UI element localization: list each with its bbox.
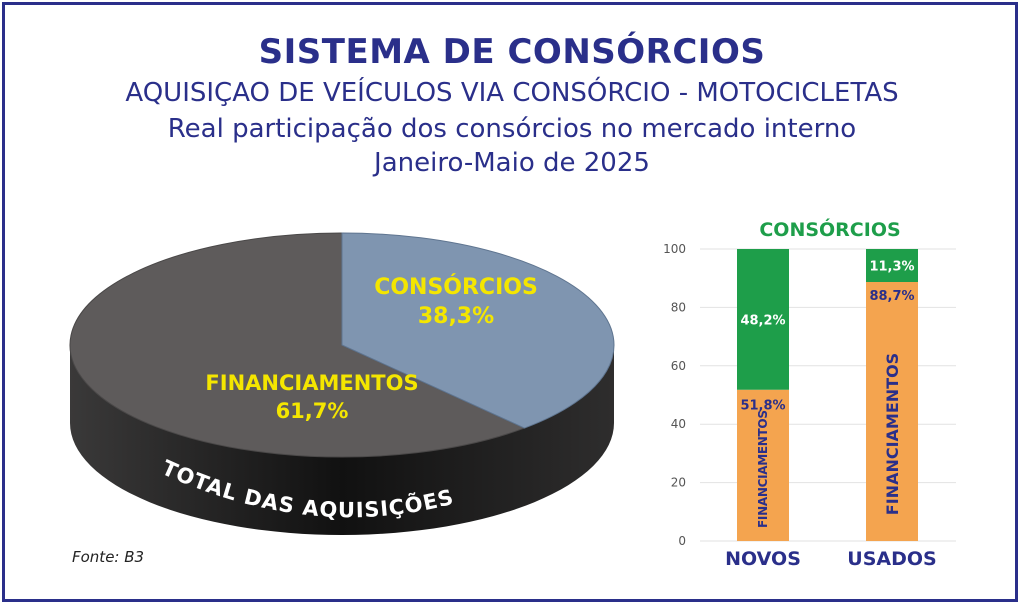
bar-value-financiamentos: 88,7% [869, 289, 914, 304]
y-tick-label: 20 [671, 476, 686, 490]
bar-series-label-financiamentos: FINANCIAMENTOS [756, 410, 770, 528]
x-category-label: USADOS [847, 548, 936, 570]
bar-consorcios-novos [737, 249, 789, 390]
pie-value-consorcios: 38,3% [418, 304, 494, 329]
bar-series-label-financiamentos: FINANCIAMENTOS [883, 353, 902, 515]
x-category-label: NOVOS [725, 548, 801, 570]
bar-value-financiamentos: 51,8% [740, 399, 785, 414]
subtitle-3: Janeiro-Maio de 2025 [374, 148, 650, 178]
pie-slice-financiamentos [69, 232, 526, 458]
bar-chart-title: CONSÓRCIOS [759, 217, 900, 241]
subtitle-2: Real participação dos consórcios no merc… [167, 114, 857, 144]
source-note: Fonte: B3 [72, 548, 145, 566]
bar-consorcios-usados [866, 249, 918, 282]
pie-slice-consorcios [341, 232, 615, 429]
y-tick-label: 60 [671, 359, 686, 373]
pie-label-consorcios: CONSÓRCIOS [374, 274, 538, 300]
bar-financiamentos-usados [866, 281, 918, 541]
y-tick-label: 100 [663, 242, 686, 256]
y-tick-label: 0 [678, 534, 686, 548]
bar-value-consorcios: 48,2% [740, 313, 785, 328]
pie-value-financiamentos: 61,7% [276, 399, 349, 423]
main-title: SISTEMA DE CONSÓRCIOS [258, 32, 766, 72]
pie-label-financiamentos: FINANCIAMENTOS [205, 371, 418, 395]
y-tick-label: 80 [671, 300, 686, 314]
subtitle-1: AQUISIÇAO DE VEÍCULOS VIA CONSÓRCIO - MO… [125, 78, 899, 108]
y-tick-label: 40 [671, 417, 686, 431]
bar-financiamentos-novos [737, 389, 789, 541]
bar-value-consorcios: 11,3% [869, 259, 914, 274]
pie-side [70, 345, 614, 535]
